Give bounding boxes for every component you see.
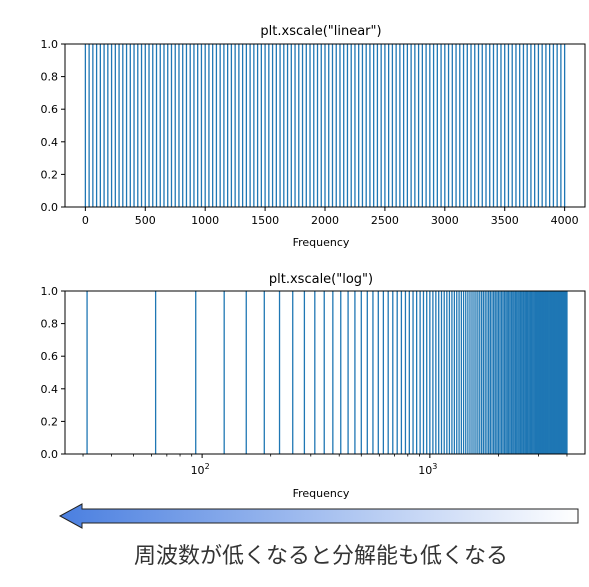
spectrum-lines bbox=[84, 44, 566, 207]
chart-title: plt.xscale("linear") bbox=[260, 24, 381, 39]
y-tick-label: 0.2 bbox=[41, 168, 59, 181]
x-tick-label: 500 bbox=[135, 214, 156, 227]
y-tick-label: 0.8 bbox=[41, 318, 59, 331]
y-axis-ticks: 0.0 0.2 0.4 0.6 0.8 1.0 bbox=[41, 38, 65, 214]
y-tick-label: 0.8 bbox=[41, 71, 59, 84]
y-tick-label: 0.0 bbox=[41, 201, 59, 214]
y-tick-label: 0.2 bbox=[41, 415, 59, 428]
x-tick-label: 0 bbox=[82, 214, 89, 227]
x-tick-label: 3500 bbox=[491, 214, 519, 227]
x-axis-label: Frequency bbox=[293, 487, 350, 500]
x-tick-label: 2000 bbox=[311, 214, 339, 227]
y-tick-label: 0.4 bbox=[41, 383, 59, 396]
x-axis-ticks: 102 103 bbox=[82, 454, 568, 477]
plot-frame bbox=[64, 290, 586, 455]
x-tick-label: 1000 bbox=[191, 214, 219, 227]
x-tick-label: 3000 bbox=[431, 214, 459, 227]
x-tick-label: 103 bbox=[418, 462, 437, 477]
y-tick-label: 1.0 bbox=[41, 285, 59, 298]
log-chart: plt.xscale("log") 0.0 0.2 0.4 0.6 0.8 1.0 102… bbox=[41, 272, 586, 500]
y-axis-ticks: 0.0 0.2 0.4 0.6 0.8 1.0 bbox=[41, 285, 65, 461]
spectrum-lines bbox=[86, 291, 568, 454]
x-tick-label: 102 bbox=[191, 462, 210, 477]
y-tick-label: 0.6 bbox=[41, 103, 59, 116]
x-tick-label: 2500 bbox=[371, 214, 399, 227]
plot-frame bbox=[64, 43, 586, 208]
x-axis-ticks: 0 500 1000 1500 2000 2500 3000 3500 4000 bbox=[82, 207, 579, 227]
x-tick-label: 1500 bbox=[251, 214, 279, 227]
linear-chart: plt.xscale("linear") 0.00.20.40.60.81.0 … bbox=[41, 24, 586, 249]
x-tick-label: 4000 bbox=[551, 214, 579, 227]
caption: 周波数が低くなると分解能も低くなる bbox=[134, 544, 508, 569]
y-tick-label: 0.0 bbox=[41, 448, 59, 461]
y-tick-label: 0.4 bbox=[41, 136, 59, 149]
chart-title: plt.xscale("log") bbox=[269, 272, 373, 287]
left-arrow-icon bbox=[58, 503, 579, 529]
y-tick-label: 0.6 bbox=[41, 350, 59, 363]
y-tick-label: 1.0 bbox=[41, 38, 59, 51]
x-axis-label: Frequency bbox=[293, 236, 350, 249]
